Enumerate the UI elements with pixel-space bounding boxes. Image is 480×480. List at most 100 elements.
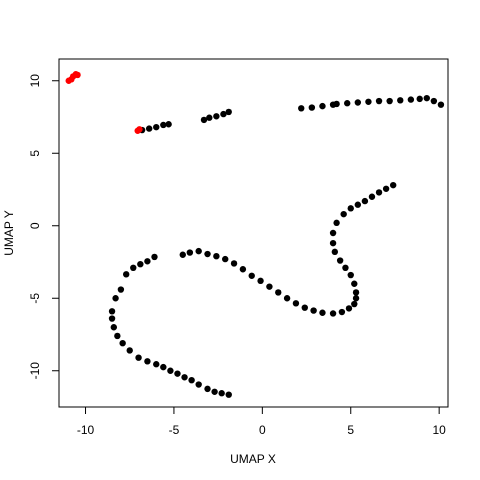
scatter-point	[230, 260, 238, 267]
scatter-point	[122, 271, 130, 278]
scatter-point	[136, 126, 143, 133]
scatter-point	[352, 295, 360, 302]
scatter-point	[338, 308, 346, 316]
scatter-point	[151, 253, 158, 261]
scatter-point	[386, 97, 393, 105]
x-axis: -10 -5 0 5 10	[77, 407, 446, 437]
scatter-point	[351, 300, 358, 308]
y-tick-label: -10	[28, 362, 42, 380]
scatter-point	[144, 258, 151, 265]
scatter-point	[145, 125, 153, 132]
scatter-point	[186, 249, 194, 256]
scatter-point	[329, 229, 337, 237]
x-tick-label: -10	[77, 423, 95, 437]
scatter-point	[266, 283, 273, 290]
scatter-point	[204, 250, 211, 258]
scatter-point	[110, 324, 118, 331]
scatter-point	[375, 189, 383, 196]
scatter-point	[347, 205, 354, 212]
scatter-point	[333, 219, 340, 227]
scatter-point	[112, 295, 119, 302]
scatter-point	[160, 121, 167, 129]
scatter-point	[222, 255, 229, 263]
scatter-point	[275, 289, 282, 296]
scatter-point	[308, 104, 316, 111]
scatter-point	[74, 71, 81, 79]
scatter-point	[331, 248, 339, 256]
scatter-point	[153, 361, 160, 368]
scatter-point	[188, 376, 195, 384]
scatter-point	[195, 247, 202, 255]
scatter-point	[179, 251, 186, 258]
scatter-point	[298, 105, 305, 112]
scatter-point	[195, 381, 202, 388]
scatter-point	[220, 110, 227, 118]
scatter-point	[329, 310, 337, 317]
y-tick-label: -5	[28, 293, 42, 304]
scatter-point	[407, 96, 415, 103]
scatter-point	[204, 385, 211, 393]
scatter-point	[382, 185, 390, 192]
scatter-point	[137, 260, 144, 268]
scatter-point	[310, 307, 317, 314]
scatter-point	[211, 388, 218, 395]
x-tick-label: 10	[432, 423, 446, 437]
y-axis-label: UMAP Y	[2, 210, 16, 256]
x-tick-label: -5	[169, 423, 180, 437]
scatter-point	[344, 100, 351, 107]
scatter-point	[119, 340, 126, 347]
scatter-point	[368, 193, 376, 200]
scatter-point	[257, 277, 264, 285]
x-axis-label: UMAP X	[230, 452, 276, 466]
scatter-point	[225, 391, 232, 398]
scatter-point	[319, 102, 326, 110]
scatter-point	[218, 390, 225, 397]
scatter-point	[206, 114, 213, 121]
scatter-point	[117, 286, 125, 293]
scatter-point	[225, 108, 232, 116]
scatter-point	[200, 116, 208, 124]
scatter-point	[301, 304, 308, 311]
scatter-point	[130, 264, 137, 271]
scatter-point	[135, 354, 142, 361]
y-tick-label: 10	[28, 74, 42, 88]
scatter-point	[351, 280, 358, 287]
y-tick-label: 5	[28, 150, 42, 157]
scatter-point	[397, 97, 404, 104]
scatter-point	[248, 272, 255, 279]
scatter-point	[165, 121, 172, 128]
scatter-point	[181, 374, 188, 381]
scatter-point	[174, 370, 181, 377]
scatter-point	[167, 367, 174, 374]
scatter-point	[319, 309, 326, 316]
scatter-point	[333, 100, 340, 108]
scatter-point	[213, 113, 220, 120]
x-tick-label: 5	[347, 423, 354, 437]
scatter-point	[430, 97, 438, 105]
data-points	[65, 71, 445, 398]
scatter-point	[354, 99, 362, 106]
scatter-point	[423, 94, 430, 102]
scatter-point	[213, 253, 220, 260]
scatter-point	[144, 358, 151, 365]
scatter-point	[416, 95, 423, 103]
scatter-point	[336, 257, 344, 264]
scatter-point	[239, 266, 247, 273]
x-tick-label: 0	[259, 423, 266, 437]
scatter-point	[126, 347, 133, 354]
scatter-point	[354, 201, 362, 208]
scatter-point	[340, 210, 347, 218]
scatter-point	[361, 197, 369, 205]
scatter-point	[160, 363, 167, 371]
scatter-point	[108, 308, 116, 315]
scatter-point	[389, 181, 397, 189]
scatter-point	[352, 289, 360, 296]
scatter-point	[283, 295, 291, 302]
scatter-point	[347, 271, 354, 279]
scatter-point	[153, 123, 160, 131]
scatter-point	[437, 101, 445, 108]
scatter-point	[114, 332, 121, 340]
scatter-point	[345, 305, 353, 312]
